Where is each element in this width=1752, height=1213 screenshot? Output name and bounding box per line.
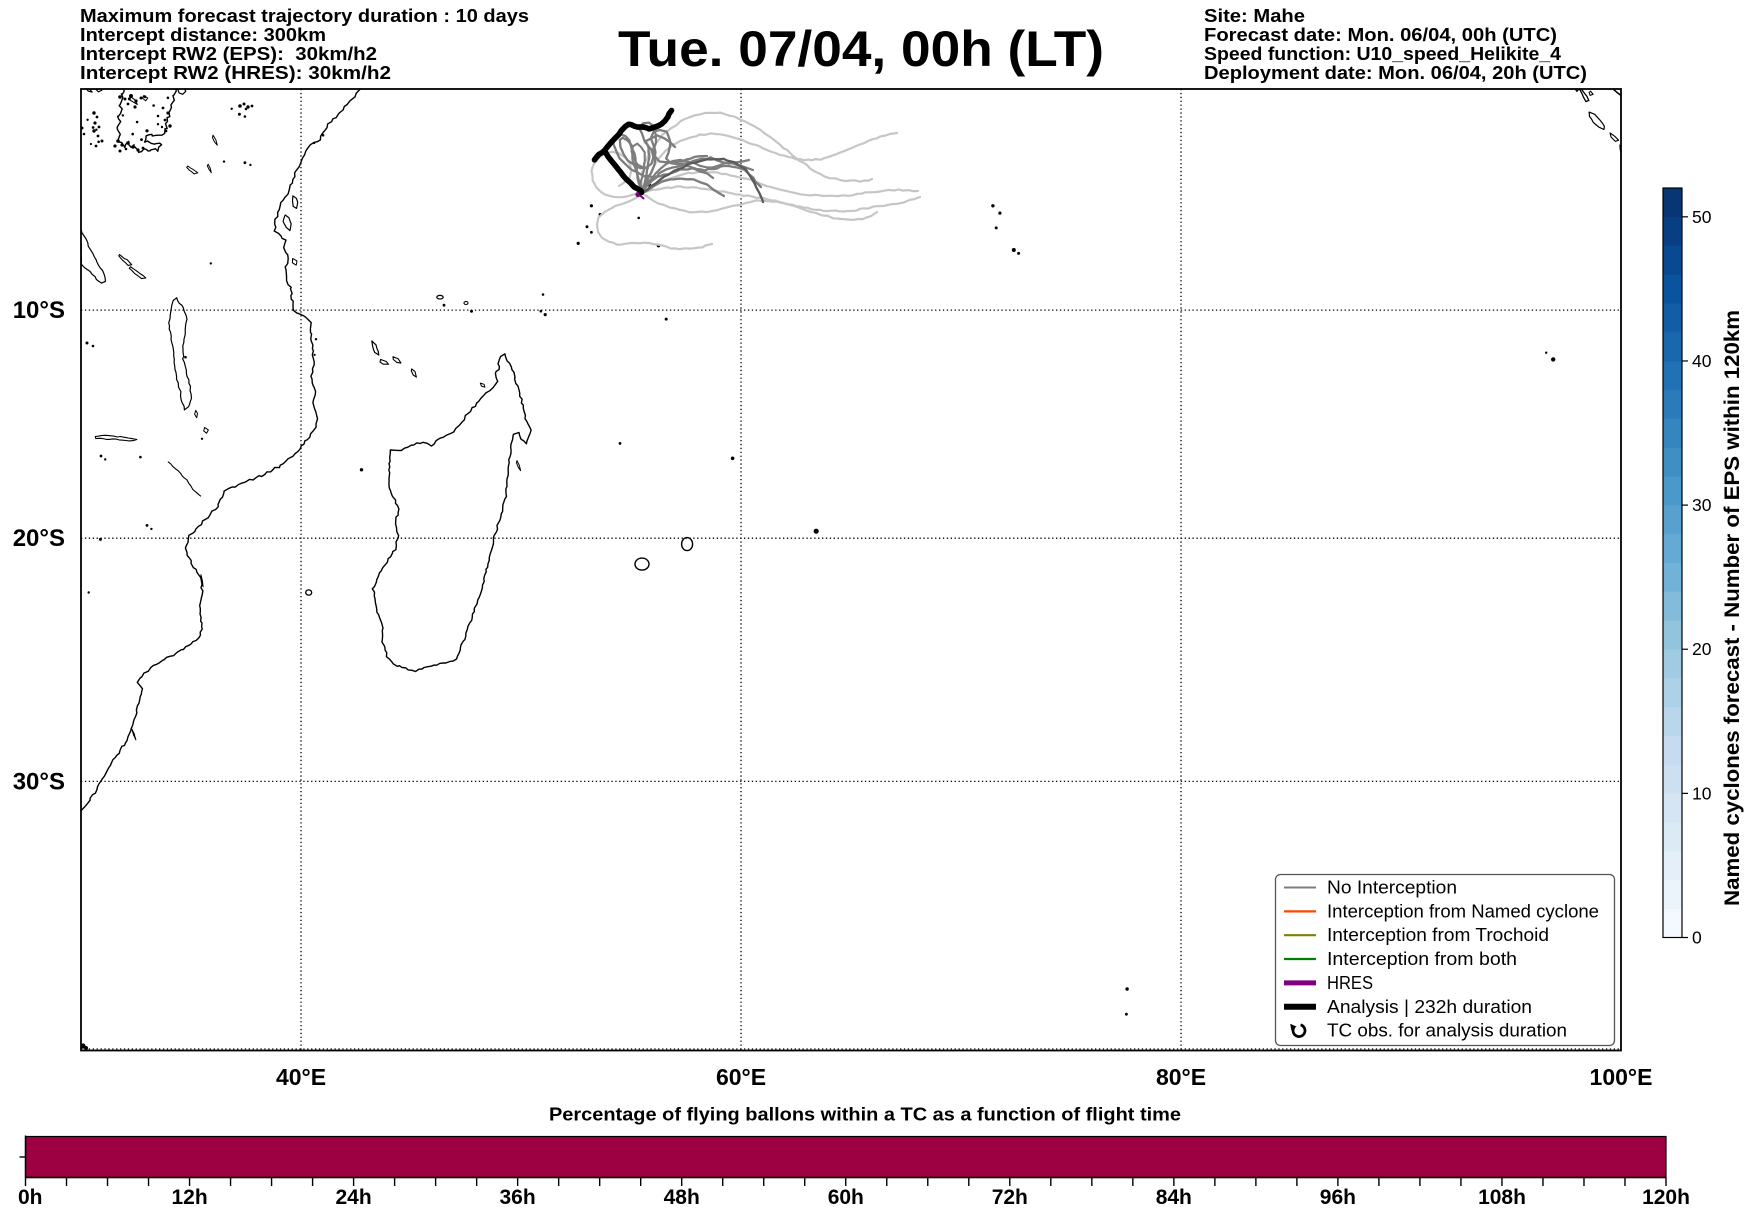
svg-text:Maximum forecast trajectory du: Maximum forecast trajectory duration : 1… (80, 5, 529, 26)
svg-text:20°S: 20°S (13, 525, 65, 552)
svg-text:84h: 84h (1156, 1186, 1192, 1209)
svg-text:Deployment date: Mon. 06/04, 2: Deployment date: Mon. 06/04, 20h (UTC) (1204, 62, 1587, 83)
svg-text:Site: Mahe: Site: Mahe (1204, 5, 1305, 26)
svg-text:0: 0 (1692, 928, 1702, 948)
svg-text:Analysis | 232h duration: Analysis | 232h duration (1327, 997, 1532, 1017)
svg-text:48h: 48h (664, 1186, 700, 1209)
svg-text:40: 40 (1692, 351, 1712, 371)
svg-text:120h: 120h (1642, 1186, 1690, 1209)
svg-text:Interception from Trochoid: Interception from Trochoid (1327, 925, 1549, 945)
svg-text:No Interception: No Interception (1327, 878, 1457, 898)
svg-text:Speed function: U10_speed_Heli: Speed function: U10_speed_Helikite_4 (1204, 43, 1562, 64)
svg-text:Interception from both: Interception from both (1327, 949, 1517, 969)
svg-text:Tue. 07/04, 00h (LT): Tue. 07/04, 00h (LT) (618, 21, 1104, 77)
svg-text:0h: 0h (18, 1186, 43, 1209)
svg-text:60°E: 60°E (716, 1064, 766, 1090)
svg-text:Intercept distance: 300km: Intercept distance: 300km (80, 24, 326, 45)
svg-text:10°S: 10°S (13, 297, 65, 324)
svg-text:10: 10 (1692, 783, 1712, 803)
svg-text:Intercept RW2 (EPS): 30km/h2: Intercept RW2 (EPS): 30km/h2 (80, 43, 377, 64)
svg-text:24h: 24h (336, 1186, 372, 1209)
svg-text:30°S: 30°S (13, 768, 65, 795)
svg-text:TC obs. for analysis duration: TC obs. for analysis duration (1327, 1021, 1567, 1041)
svg-text:50: 50 (1692, 207, 1712, 227)
svg-text:72h: 72h (992, 1186, 1028, 1209)
svg-text:Percentage of flying ballons w: Percentage of flying ballons within a TC… (549, 1104, 1181, 1125)
svg-text:30: 30 (1692, 495, 1712, 515)
svg-text:Interception from Named cyclon: Interception from Named cyclone (1327, 901, 1599, 921)
svg-text:Intercept RW2 (HRES): 30km/h2: Intercept RW2 (HRES): 30km/h2 (80, 62, 391, 83)
svg-text:60h: 60h (828, 1186, 864, 1209)
svg-text:HRES: HRES (1327, 973, 1373, 993)
svg-text:100°E: 100°E (1590, 1064, 1653, 1090)
svg-text:108h: 108h (1478, 1186, 1526, 1209)
svg-text:Forecast date: Mon. 06/04, 00h: Forecast date: Mon. 06/04, 00h (UTC) (1204, 24, 1557, 45)
svg-text:40°E: 40°E (276, 1064, 326, 1090)
svg-text:12h: 12h (172, 1186, 208, 1209)
svg-text:96h: 96h (1320, 1186, 1356, 1209)
svg-text:Named cyclones forecast - Numb: Named cyclones forecast - Number of EPS … (1720, 310, 1744, 906)
svg-text:20: 20 (1692, 639, 1712, 659)
svg-text:80°E: 80°E (1156, 1064, 1206, 1090)
svg-text:36h: 36h (500, 1186, 536, 1209)
